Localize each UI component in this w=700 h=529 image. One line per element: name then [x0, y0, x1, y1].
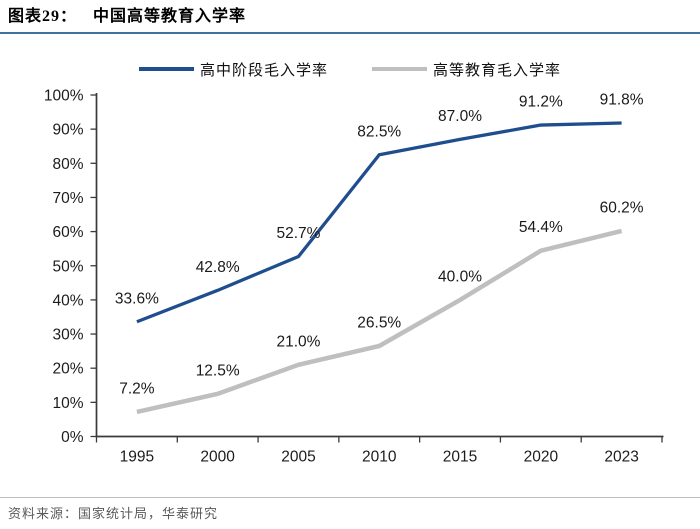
chart-legend: 高中阶段毛入学率 高等教育毛入学率	[0, 57, 700, 81]
data-label: 40.0%	[438, 268, 482, 285]
series-line-1	[136, 228, 623, 415]
x-tick-label: 1995	[120, 449, 154, 466]
x-tick-label: 2015	[443, 449, 477, 466]
axes: 0% 10% 20% 30% 40% 50% 60% 70% 80% 90% 100% 1995 200…	[44, 88, 664, 466]
title-divider	[0, 32, 700, 34]
y-tick-label: 90%	[52, 122, 83, 139]
data-label: 82.5%	[357, 123, 401, 140]
x-tick-label: 2020	[524, 449, 559, 466]
y-tick-label: 20%	[52, 361, 83, 378]
data-label: 33.6%	[115, 290, 159, 307]
x-tick-label: 2010	[362, 449, 397, 466]
y-tick-label: 60%	[52, 224, 83, 241]
data-label: 54.4%	[519, 219, 563, 236]
data-label: 42.8%	[196, 259, 240, 276]
legend-item-higher-education-enrollment: 高等教育毛入学率	[372, 59, 561, 80]
data-label: 91.2%	[519, 94, 563, 111]
y-tick-label: 0%	[61, 429, 84, 446]
legend-label-higher-education: 高等教育毛入学率	[433, 62, 562, 79]
legend-label-senior-high: 高中阶段毛入学率	[199, 62, 328, 79]
chart-header: 图表29： 中国高等教育入学率	[8, 5, 246, 29]
data-label: 60.2%	[600, 199, 644, 216]
enrollment-line-chart: 0% 10% 20% 30% 40% 50% 60% 70% 80% 90% 100% 1995 200…	[44, 88, 664, 466]
y-tick-label: 30%	[52, 327, 83, 344]
data-label: 87.0%	[438, 108, 482, 125]
y-tick-label: 10%	[52, 395, 83, 412]
y-tick-label: 80%	[52, 156, 83, 173]
y-tick-label: 50%	[52, 258, 83, 275]
legend-line-swatch-gray	[372, 66, 427, 72]
data-label: 7.2%	[119, 380, 155, 397]
series-line-0	[136, 121, 622, 324]
x-tick-label: 2005	[281, 449, 315, 466]
y-tick-label: 40%	[52, 292, 83, 309]
figure-number-label: 图表29：	[8, 8, 78, 25]
footer-divider	[0, 497, 700, 498]
data-label: 52.7%	[276, 225, 320, 242]
y-tick-label: 100%	[44, 88, 84, 105]
legend-item-senior-high-enrollment: 高中阶段毛入学率	[138, 59, 328, 80]
legend-line-swatch-navy	[138, 67, 194, 71]
x-tick-label: 2023	[604, 449, 638, 466]
data-labels-series-1: 7.2% 12.5% 21.0% 26.5% 40.0% 54.4% 60.2%	[119, 199, 644, 397]
chart-title: 中国高等教育入学率	[93, 8, 247, 25]
x-tick-label: 2000	[200, 449, 235, 466]
data-labels-series-0: 33.6% 42.8% 52.7% 82.5% 87.0% 91.2% 91.8%	[115, 92, 644, 308]
data-label: 12.5%	[196, 362, 240, 379]
data-label: 91.8%	[600, 92, 644, 109]
y-tick-label: 70%	[52, 190, 83, 207]
data-label: 26.5%	[357, 315, 401, 332]
source-note: 资料来源：国家统计局，华泰研究	[8, 506, 219, 521]
data-label: 21.0%	[276, 333, 320, 350]
